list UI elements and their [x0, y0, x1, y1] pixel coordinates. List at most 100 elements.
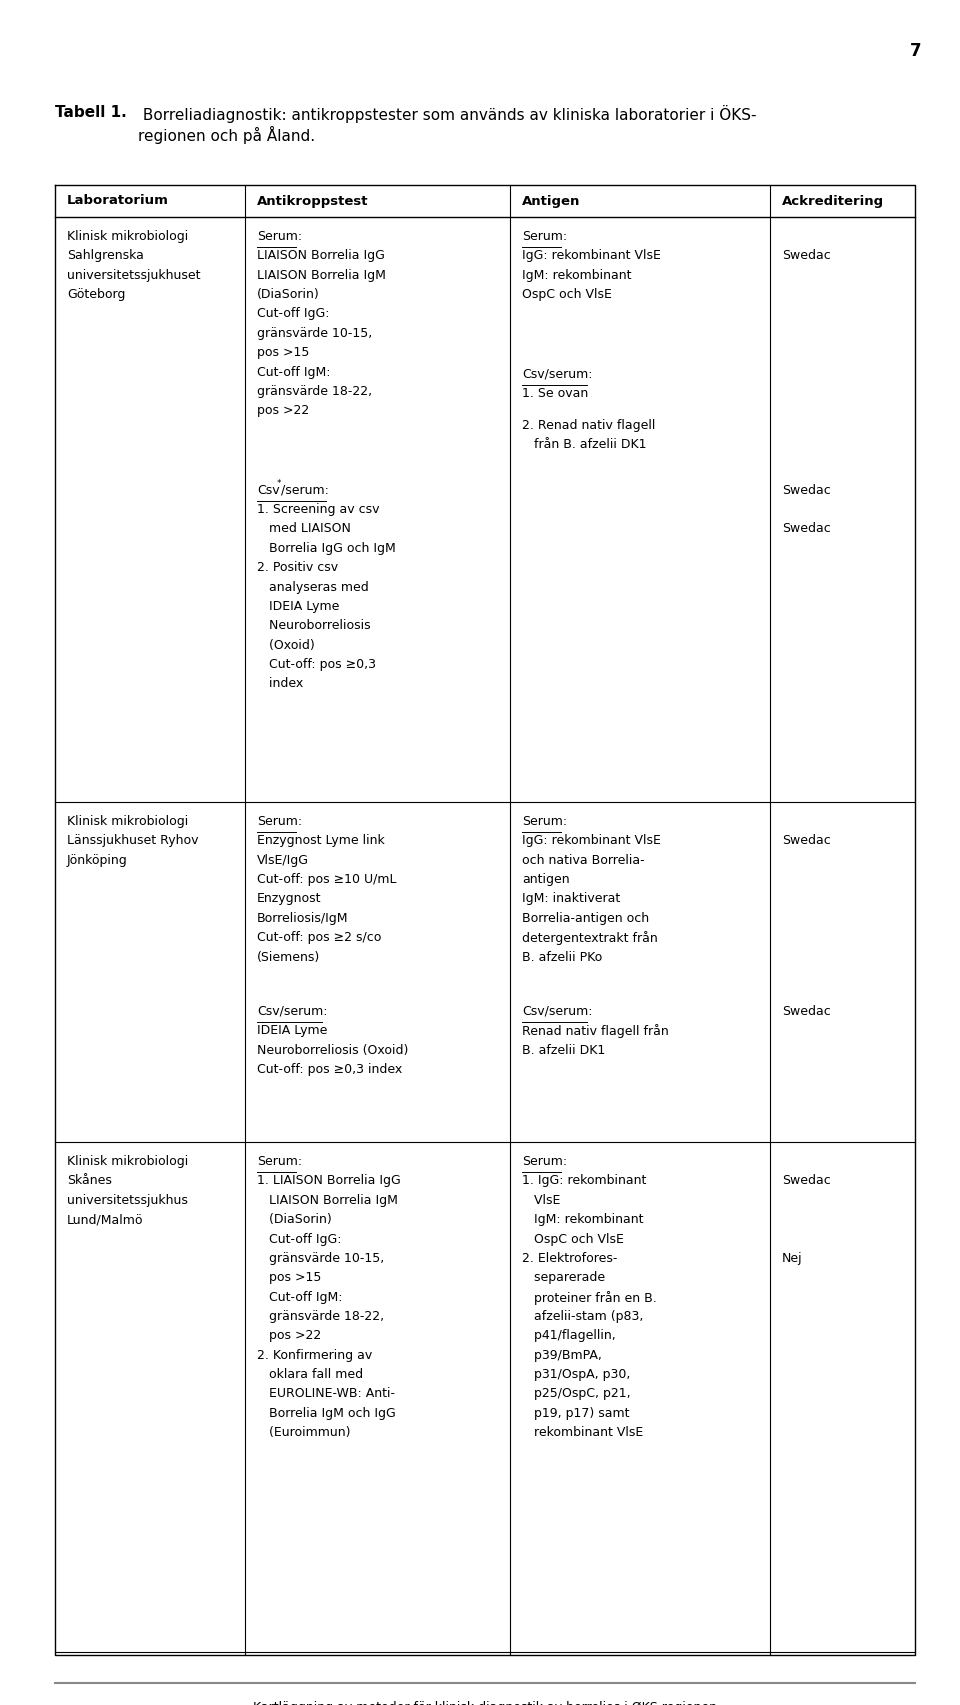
Text: 2. Elektrofores-: 2. Elektrofores-	[522, 1251, 617, 1265]
Text: Serum:: Serum:	[257, 815, 302, 829]
Text: pos >22: pos >22	[257, 1330, 322, 1342]
Text: Serum:: Serum:	[522, 815, 567, 829]
Text: med LIAISON: med LIAISON	[257, 522, 350, 535]
Text: Swedac: Swedac	[782, 1175, 830, 1187]
Text: Cut-off IgM:: Cut-off IgM:	[257, 365, 330, 379]
Text: index: index	[257, 677, 303, 691]
Text: 2. Renad nativ flagell: 2. Renad nativ flagell	[522, 419, 656, 431]
Text: Swedac: Swedac	[782, 522, 830, 535]
Text: pos >15: pos >15	[257, 346, 309, 360]
Text: LIAISON Borrelia IgM: LIAISON Borrelia IgM	[257, 269, 386, 281]
Text: IgM: rekombinant: IgM: rekombinant	[522, 269, 632, 281]
Text: 1. LIAISON Borrelia IgG: 1. LIAISON Borrelia IgG	[257, 1175, 400, 1187]
Text: Serum:: Serum:	[522, 230, 567, 244]
Text: Sahlgrenska: Sahlgrenska	[67, 249, 144, 263]
Text: Neuroborreliosis (Oxoid): Neuroborreliosis (Oxoid)	[257, 1043, 408, 1057]
Text: Borreliosis/IgM: Borreliosis/IgM	[257, 912, 348, 924]
Text: Borrelia IgM och IgG: Borrelia IgM och IgG	[257, 1407, 396, 1420]
Text: Swedac: Swedac	[782, 834, 830, 847]
Text: gränsvärde 10-15,: gränsvärde 10-15,	[257, 1251, 384, 1265]
Text: 7: 7	[910, 43, 922, 60]
Text: p25/OspC, p21,: p25/OspC, p21,	[522, 1388, 631, 1400]
Text: Nej: Nej	[782, 1251, 803, 1265]
Text: Klinisk mikrobiologi: Klinisk mikrobiologi	[67, 815, 188, 829]
Text: Neuroborreliosis: Neuroborreliosis	[257, 619, 371, 633]
Text: IgM: rekombinant: IgM: rekombinant	[522, 1214, 643, 1226]
Text: /serum:: /serum:	[281, 484, 329, 496]
Text: Borrelia-antigen och: Borrelia-antigen och	[522, 912, 649, 924]
Text: universitetssjukhuset: universitetssjukhuset	[67, 269, 201, 281]
Text: Klinisk mikrobiologi: Klinisk mikrobiologi	[67, 230, 188, 244]
Text: Cut-off IgM:: Cut-off IgM:	[257, 1291, 343, 1304]
Text: 1. Se ovan: 1. Se ovan	[522, 387, 588, 401]
Text: Csv/serum:: Csv/serum:	[522, 368, 592, 380]
Text: (DiaSorin): (DiaSorin)	[257, 1214, 332, 1226]
Text: (DiaSorin): (DiaSorin)	[257, 288, 320, 302]
Text: 2. Konfirmering av: 2. Konfirmering av	[257, 1349, 372, 1362]
Text: IDEIA Lyme: IDEIA Lyme	[257, 1025, 327, 1037]
Text: proteiner från en B.: proteiner från en B.	[522, 1291, 657, 1304]
Text: rekombinant VlsE: rekombinant VlsE	[522, 1427, 643, 1439]
Text: Swedac: Swedac	[782, 484, 830, 496]
Text: Länssjukhuset Ryhov: Länssjukhuset Ryhov	[67, 834, 199, 847]
Text: OspC och VlsE: OspC och VlsE	[522, 1233, 624, 1245]
Text: Renad nativ flagell från: Renad nativ flagell från	[522, 1025, 669, 1038]
Text: separerade: separerade	[522, 1272, 605, 1284]
Text: 2. Positiv csv: 2. Positiv csv	[257, 561, 338, 575]
Text: Csv/serum:: Csv/serum:	[522, 1004, 592, 1018]
Text: Cut-off IgG:: Cut-off IgG:	[257, 307, 329, 321]
Text: IgG: rekombinant VlsE: IgG: rekombinant VlsE	[522, 249, 660, 263]
Text: Klinisk mikrobiologi: Klinisk mikrobiologi	[67, 1154, 188, 1168]
Text: Jönköping: Jönköping	[67, 854, 128, 866]
Text: Csv: Csv	[257, 484, 279, 496]
Text: p41/flagellin,: p41/flagellin,	[522, 1330, 615, 1342]
Text: EUROLINE-WB: Anti-: EUROLINE-WB: Anti-	[257, 1388, 395, 1400]
Text: Borreliadiagnostik: antikroppstester som används av kliniska laboratorier i ÖKS-: Borreliadiagnostik: antikroppstester som…	[137, 106, 756, 143]
Text: IDEIA Lyme: IDEIA Lyme	[257, 600, 340, 614]
Text: Cut-off: pos ≥0,3: Cut-off: pos ≥0,3	[257, 658, 376, 672]
Text: gränsvärde 18-22,: gränsvärde 18-22,	[257, 1309, 384, 1323]
Text: Tabell 1.: Tabell 1.	[55, 106, 127, 119]
Text: (Oxoid): (Oxoid)	[257, 639, 315, 651]
Text: pos >15: pos >15	[257, 1272, 322, 1284]
Text: från B. afzelii DK1: från B. afzelii DK1	[522, 438, 646, 452]
Text: Ackreditering: Ackreditering	[782, 194, 884, 208]
Text: Antigen: Antigen	[522, 194, 581, 208]
Text: gränsvärde 10-15,: gränsvärde 10-15,	[257, 327, 372, 339]
Text: Laboratorium: Laboratorium	[67, 194, 169, 208]
Text: Cut-off: pos ≥10 U/mL: Cut-off: pos ≥10 U/mL	[257, 873, 396, 887]
Text: B. afzelii DK1: B. afzelii DK1	[522, 1043, 605, 1057]
Text: Kartläggning av metoder för klinisk diagnostik av borrelios i ØKS regionen: Kartläggning av metoder för klinisk diag…	[253, 1702, 717, 1705]
Text: Serum:: Serum:	[257, 1154, 302, 1168]
Text: Göteborg: Göteborg	[67, 288, 126, 302]
Text: detergentextrakt från: detergentextrakt från	[522, 931, 658, 945]
Text: Serum:: Serum:	[522, 1154, 567, 1168]
Text: LIAISON Borrelia IgG: LIAISON Borrelia IgG	[257, 249, 385, 263]
Text: Csv/serum:: Csv/serum:	[257, 1004, 327, 1018]
Text: Borrelia IgG och IgM: Borrelia IgG och IgM	[257, 542, 396, 554]
Text: och nativa Borrelia-: och nativa Borrelia-	[522, 854, 644, 866]
Text: B. afzelii PKo: B. afzelii PKo	[522, 951, 602, 963]
Text: analyseras med: analyseras med	[257, 581, 369, 593]
Text: Enzygnost: Enzygnost	[257, 892, 322, 905]
Text: 1. IgG: rekombinant: 1. IgG: rekombinant	[522, 1175, 646, 1187]
Text: Enzygnost Lyme link: Enzygnost Lyme link	[257, 834, 385, 847]
Text: VlsE/IgG: VlsE/IgG	[257, 854, 309, 866]
Text: oklara fall med: oklara fall med	[257, 1367, 363, 1381]
Text: p31/OspA, p30,: p31/OspA, p30,	[522, 1367, 631, 1381]
Text: p19, p17) samt: p19, p17) samt	[522, 1407, 630, 1420]
Text: Serum:: Serum:	[257, 230, 302, 244]
Text: IgG: rekombinant VlsE: IgG: rekombinant VlsE	[522, 834, 660, 847]
Text: pos >22: pos >22	[257, 404, 309, 418]
Text: antigen: antigen	[522, 873, 569, 887]
Text: afzelii-stam (p83,: afzelii-stam (p83,	[522, 1309, 643, 1323]
Text: Lund/Malmö: Lund/Malmö	[67, 1214, 143, 1226]
Text: Cut-off: pos ≥2 s/co: Cut-off: pos ≥2 s/co	[257, 931, 381, 945]
Text: gränsvärde 18-22,: gränsvärde 18-22,	[257, 385, 372, 397]
Text: Swedac: Swedac	[782, 249, 830, 263]
Text: Antikroppstest: Antikroppstest	[257, 194, 369, 208]
Text: Cut-off: pos ≥0,3 index: Cut-off: pos ≥0,3 index	[257, 1064, 402, 1076]
Text: OspC och VlsE: OspC och VlsE	[522, 288, 612, 302]
Text: Skånes: Skånes	[67, 1175, 112, 1187]
Text: Cut-off IgG:: Cut-off IgG:	[257, 1233, 342, 1245]
